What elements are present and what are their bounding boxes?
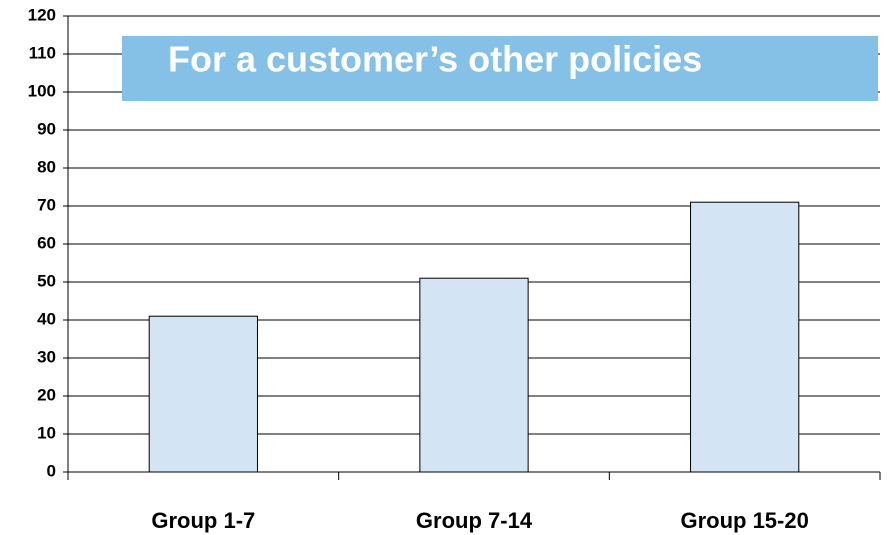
x-tick-label: Group 15-20 — [680, 508, 808, 533]
y-tick-label: 90 — [37, 119, 56, 138]
title-box — [122, 36, 878, 101]
y-tick-label: 70 — [37, 195, 56, 214]
x-tick-label: Group 7-14 — [416, 508, 533, 533]
y-tick-label: 40 — [37, 309, 56, 328]
y-tick-label: 100 — [28, 81, 56, 100]
y-tick-label: 50 — [37, 271, 56, 290]
y-tick-label: 110 — [29, 43, 56, 62]
y-tick-label: 60 — [37, 233, 56, 252]
y-tick-label: 10 — [37, 423, 56, 442]
y-tick-label: 20 — [37, 385, 56, 404]
y-tick-label: 80 — [37, 157, 56, 176]
y-tick-label: 120 — [28, 5, 56, 24]
y-tick-label: 0 — [47, 461, 56, 480]
chart-title: For a customer’s other policies — [168, 39, 702, 80]
bar — [690, 201, 800, 473]
y-tick-label: 30 — [37, 347, 56, 366]
x-tick-label: Group 1-7 — [151, 508, 255, 533]
bar — [148, 315, 258, 473]
bar — [419, 277, 529, 473]
bars — [148, 201, 800, 473]
